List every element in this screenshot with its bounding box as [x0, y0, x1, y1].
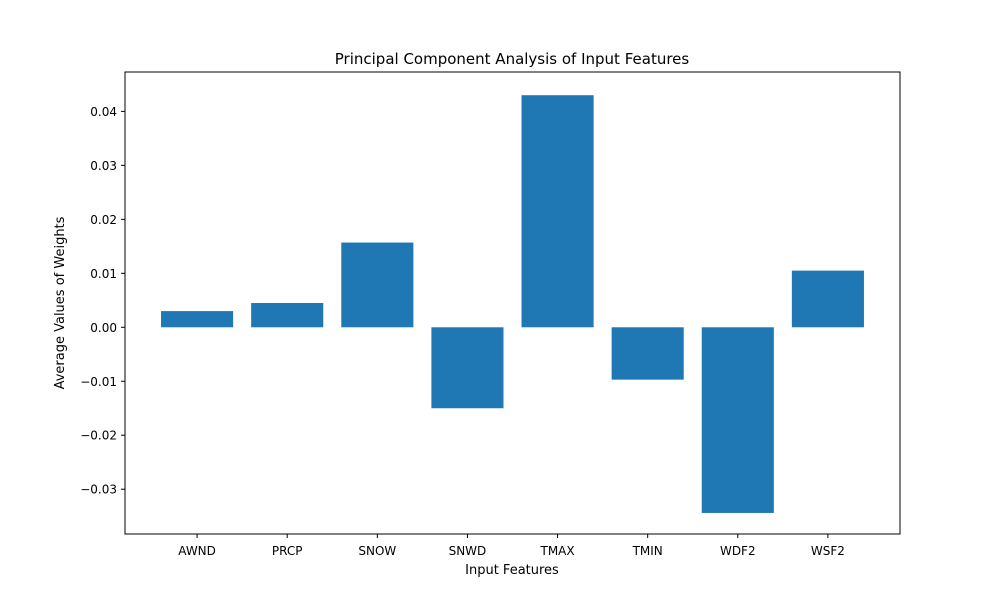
y-tick-label: 0.03: [90, 159, 117, 173]
y-tick-label: 0.04: [90, 105, 117, 119]
x-tick-label: TMAX: [539, 544, 574, 558]
x-tick-label: WSF2: [811, 544, 845, 558]
bar-awnd: [161, 311, 234, 328]
y-ticks-group: −0.03 −0.02 −0.01 0.00 0.01 0.02 0.03 0.04: [80, 105, 125, 497]
y-tick-label: 0.02: [90, 213, 117, 227]
y-tick-label: −0.03: [80, 483, 117, 497]
x-ticks-group: AWND PRCP SNOW SNWD TMAX TMIN WDF2 WSF2: [178, 534, 845, 558]
chart-title: Principal Component Analysis of Input Fe…: [335, 50, 690, 68]
bar-wdf2: [701, 327, 774, 513]
bar-snwd: [431, 327, 504, 409]
x-tick-label: SNWD: [449, 544, 487, 558]
y-axis-label: Average Values of Weights: [53, 216, 68, 389]
y-tick-label: −0.01: [80, 375, 117, 389]
bar-prcp: [251, 303, 324, 328]
bar-snow: [341, 242, 414, 328]
y-tick-label: 0.01: [90, 267, 117, 281]
y-tick-label: −0.02: [80, 429, 117, 443]
x-axis-label: Input Features: [465, 563, 559, 578]
y-tick-label: 0.00: [90, 321, 117, 335]
x-tick-label: AWND: [178, 544, 216, 558]
x-tick-label: TMIN: [632, 544, 663, 558]
bars-group: [161, 95, 864, 513]
x-tick-label: SNOW: [358, 544, 396, 558]
x-tick-label: WDF2: [720, 544, 756, 558]
bar-wsf2: [791, 270, 864, 328]
bar-tmax: [521, 95, 594, 328]
plot-frame: [124, 71, 901, 535]
x-tick-label: PRCP: [272, 544, 303, 558]
bar-tmin: [611, 327, 684, 380]
